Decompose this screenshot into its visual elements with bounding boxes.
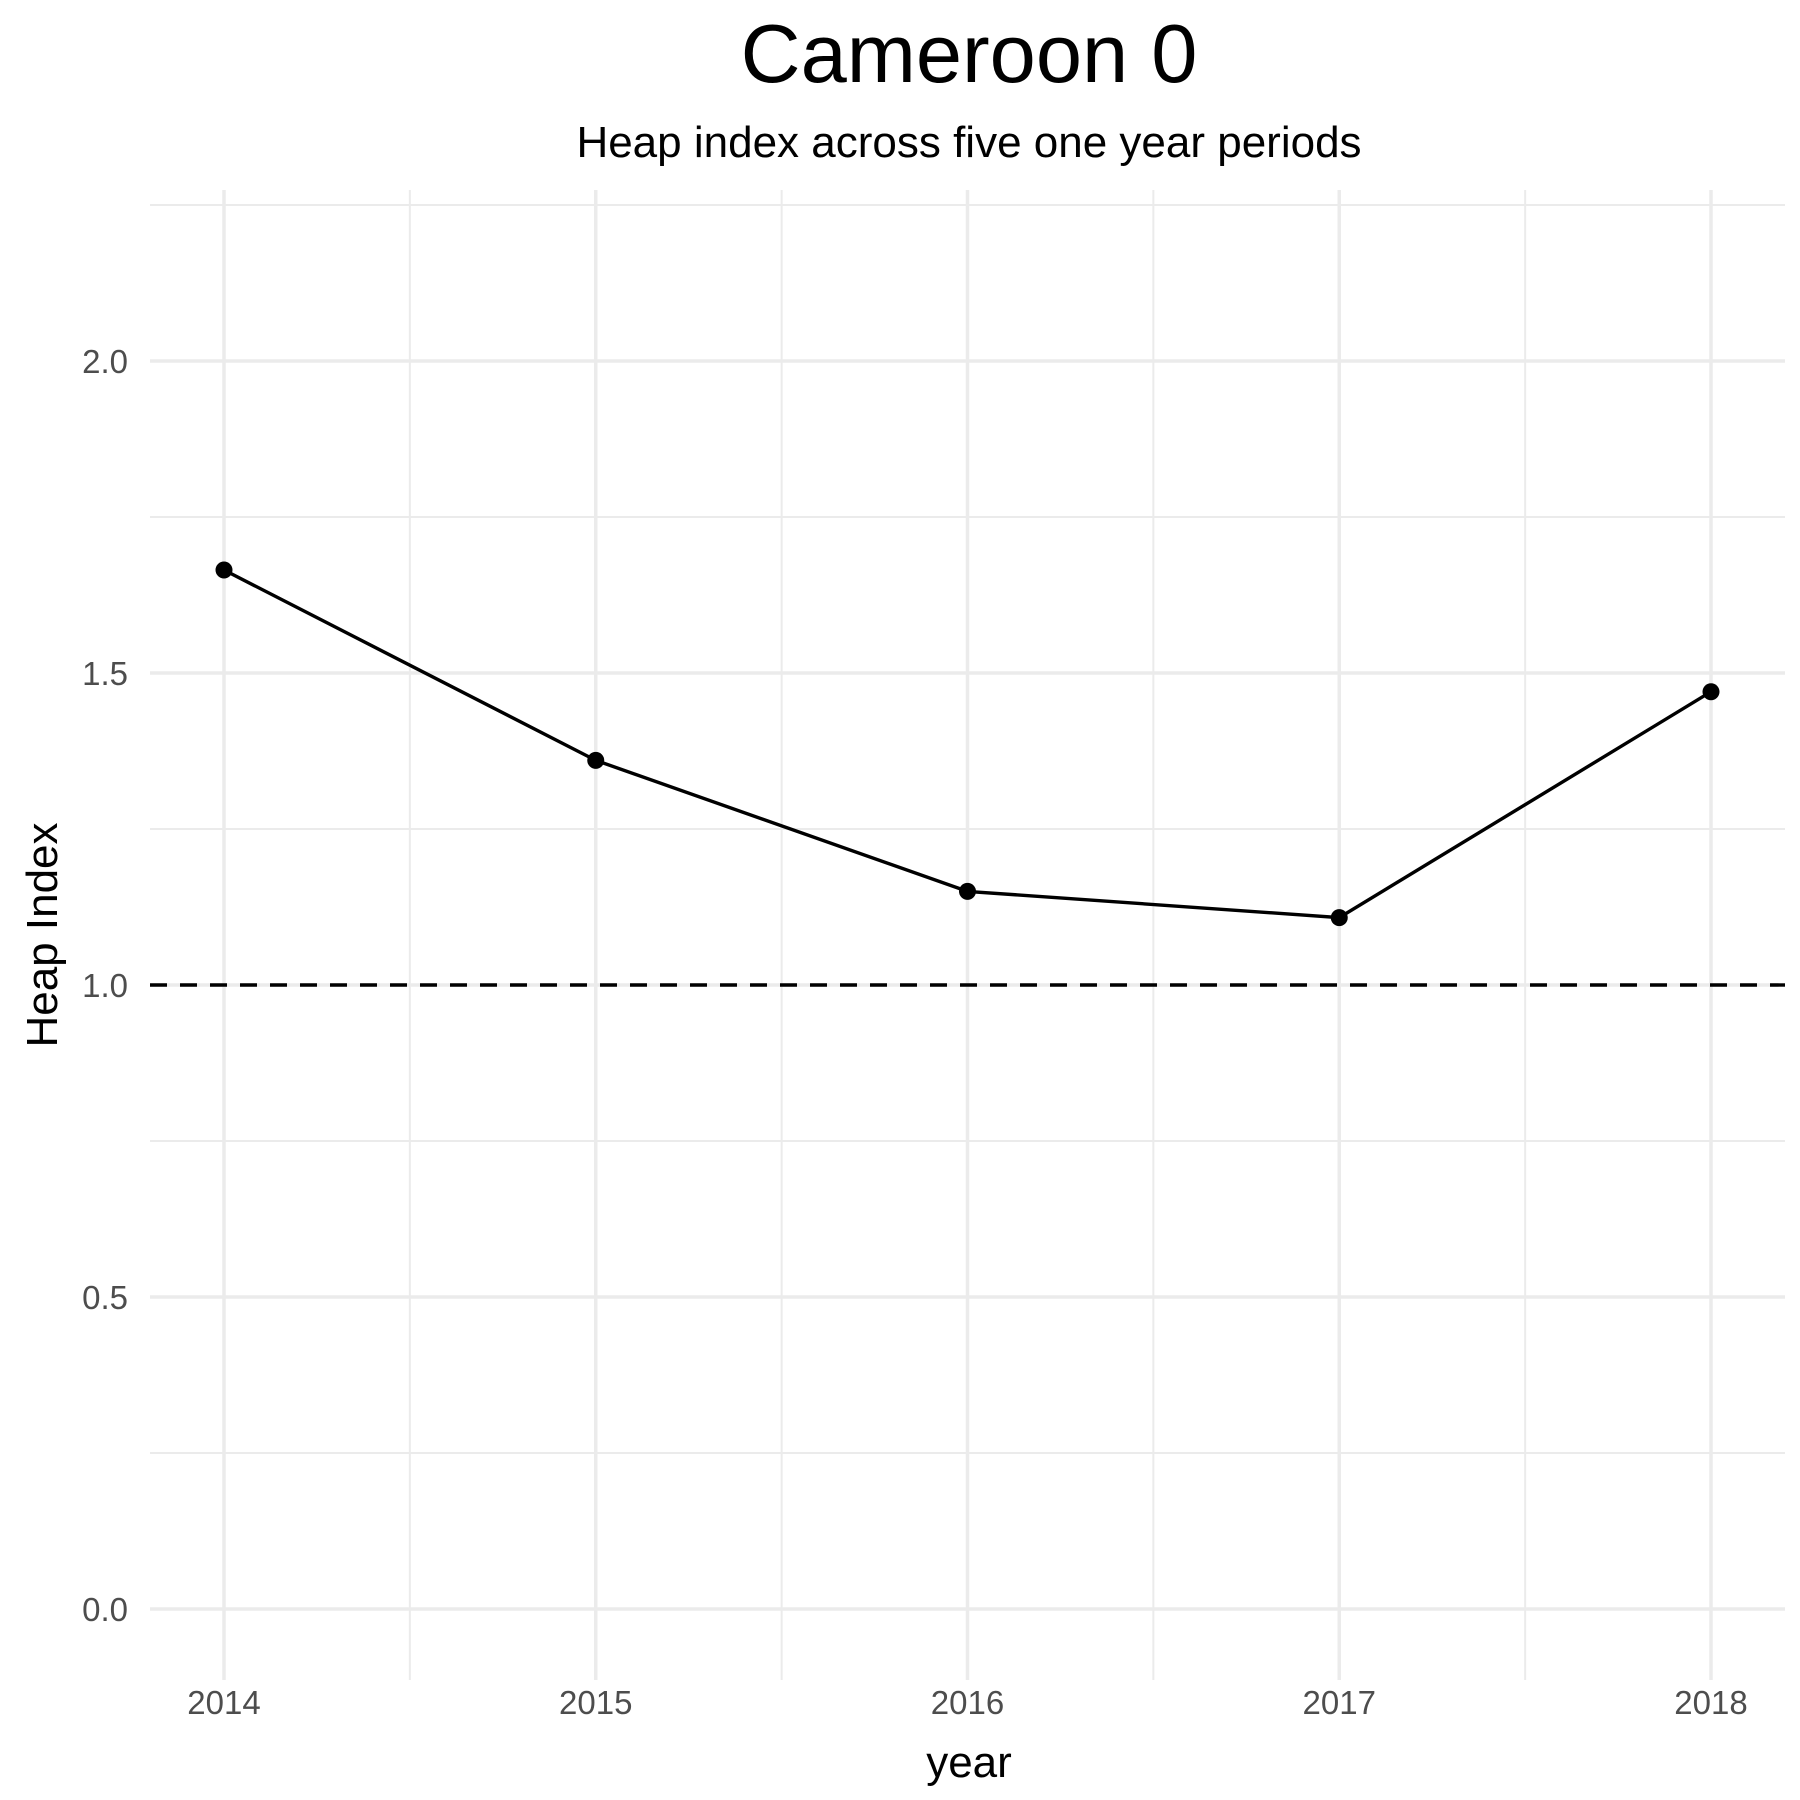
- data-point: [959, 882, 976, 900]
- chart-subtitle: Heap index across five one year periods: [576, 118, 1361, 167]
- y-axis-title: Heap Index: [18, 822, 67, 1047]
- data-point: [587, 751, 605, 769]
- tick-labels: 0.0 0.5 1.0 1.5 2.0 2014 2015 2016 2017 2018: [82, 343, 1748, 1721]
- chart-title: Cameroon 0: [741, 7, 1198, 100]
- data-point: [215, 561, 233, 579]
- y-tick-label: 1.5: [82, 655, 128, 692]
- x-tick-label: 2017: [1303, 1684, 1376, 1721]
- data-point: [1702, 683, 1720, 701]
- data-point: [1330, 909, 1348, 927]
- y-tick-label: 1.0: [82, 967, 128, 1004]
- y-tick-label: 0.5: [82, 1279, 128, 1316]
- x-tick-label: 2016: [931, 1684, 1004, 1721]
- x-tick-label: 2015: [559, 1684, 632, 1721]
- grid: [150, 190, 1785, 1680]
- series-layer: [215, 561, 1720, 927]
- y-tick-label: 2.0: [82, 343, 128, 380]
- y-tick-label: 0.0: [82, 1591, 128, 1628]
- x-tick-label: 2014: [187, 1684, 260, 1721]
- x-axis-title: year: [926, 1738, 1012, 1787]
- x-tick-label: 2018: [1674, 1684, 1747, 1721]
